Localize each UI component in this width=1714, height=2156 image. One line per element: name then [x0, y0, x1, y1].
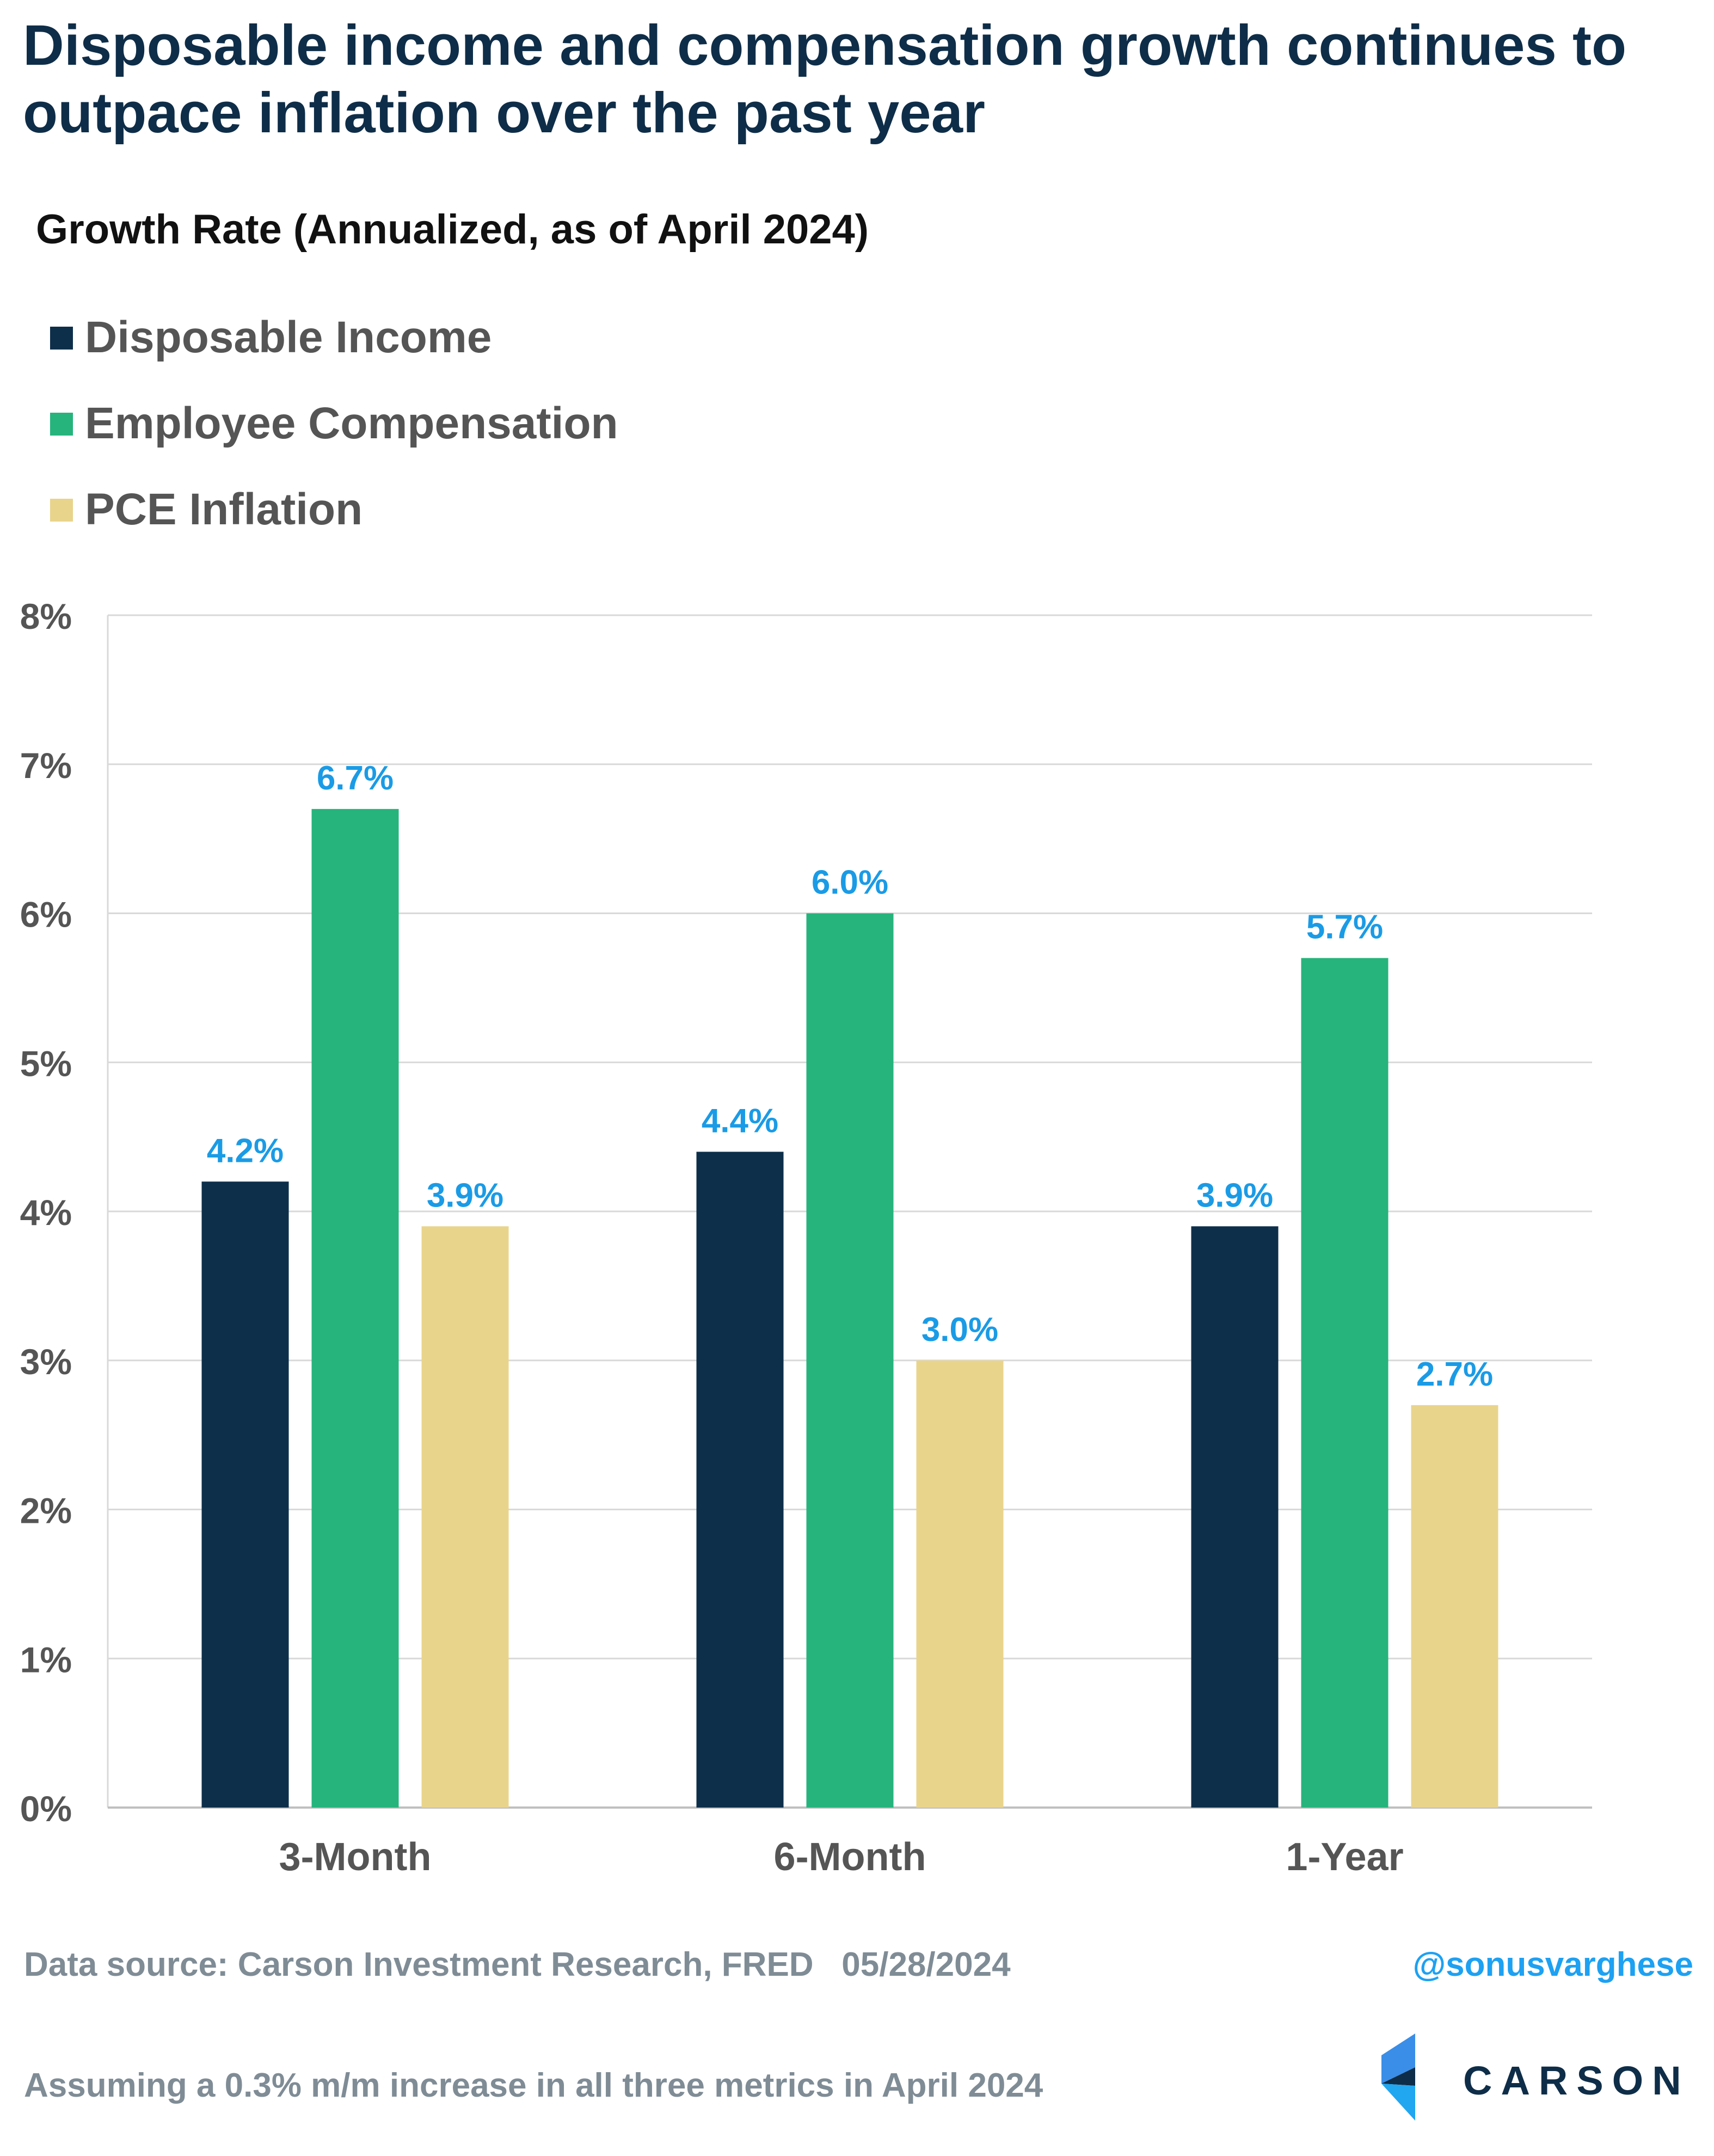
- legend-label: Disposable Income: [85, 313, 492, 362]
- carson-logo: CARSON: [1381, 2033, 1686, 2121]
- chart-subtitle: Growth Rate (Annualized, as of April 202…: [36, 206, 869, 253]
- data-label: 3.9%: [427, 1177, 503, 1214]
- y-tick-label: 2%: [20, 1491, 72, 1531]
- y-tick-label: 8%: [20, 596, 72, 636]
- data-label: 6.7%: [317, 759, 394, 797]
- legend-swatch-disposable-income: [50, 327, 73, 350]
- data-label: 2.7%: [1416, 1356, 1493, 1393]
- y-tick-label: 5%: [20, 1043, 72, 1083]
- bar: [1411, 1405, 1498, 1808]
- x-tick-label: 1-Year: [1286, 1835, 1403, 1879]
- x-tick-label: 6-Month: [774, 1835, 926, 1879]
- bar: [421, 1226, 509, 1808]
- carson-logo-text: CARSON: [1463, 2058, 1690, 2103]
- y-tick-label: 3%: [20, 1342, 72, 1382]
- y-tick-label: 7%: [20, 745, 72, 786]
- data-label: 3.9%: [1196, 1177, 1273, 1214]
- bar-chart: 0% 1% 2% 3% 4% 5% 6% 7% 8% 4.2% 6.7% 3.9% 3-Month 4.4…: [20, 596, 1592, 1879]
- y-tick-label: 0%: [20, 1788, 72, 1829]
- legend-swatch-employee-compensation: [50, 413, 73, 436]
- y-tick-label: 1%: [20, 1639, 72, 1680]
- data-label: 3.0%: [921, 1311, 998, 1349]
- bar: [806, 913, 894, 1808]
- carson-logo-mark-icon: [1381, 2033, 1415, 2121]
- data-label: 4.4%: [702, 1102, 778, 1140]
- legend-label: PCE Inflation: [85, 485, 363, 534]
- author-handle: @sonusvarghese: [1412, 1946, 1693, 1983]
- y-tick-label: 4%: [20, 1192, 72, 1233]
- y-tick-label: 6%: [20, 895, 72, 935]
- bar: [1301, 958, 1389, 1808]
- bar: [696, 1152, 784, 1808]
- data-label: 5.7%: [1306, 909, 1383, 946]
- bar: [916, 1360, 1004, 1808]
- bar: [311, 808, 399, 1808]
- data-label: 6.0%: [812, 864, 888, 902]
- data-label: 4.2%: [207, 1132, 284, 1169]
- assumption-note: Assuming a 0.3% m/m increase in all thre…: [24, 2067, 1043, 2104]
- chart-title: Disposable income and compensation growt…: [23, 14, 1627, 145]
- x-tick-label: 3-Month: [279, 1835, 432, 1879]
- bar: [1191, 1226, 1279, 1808]
- legend-label: Employee Compensation: [85, 399, 618, 448]
- bar: [201, 1181, 289, 1808]
- legend-swatch-pce-inflation: [50, 499, 73, 522]
- data-source-note: Data source: Carson Investment Research,…: [24, 1946, 1011, 1983]
